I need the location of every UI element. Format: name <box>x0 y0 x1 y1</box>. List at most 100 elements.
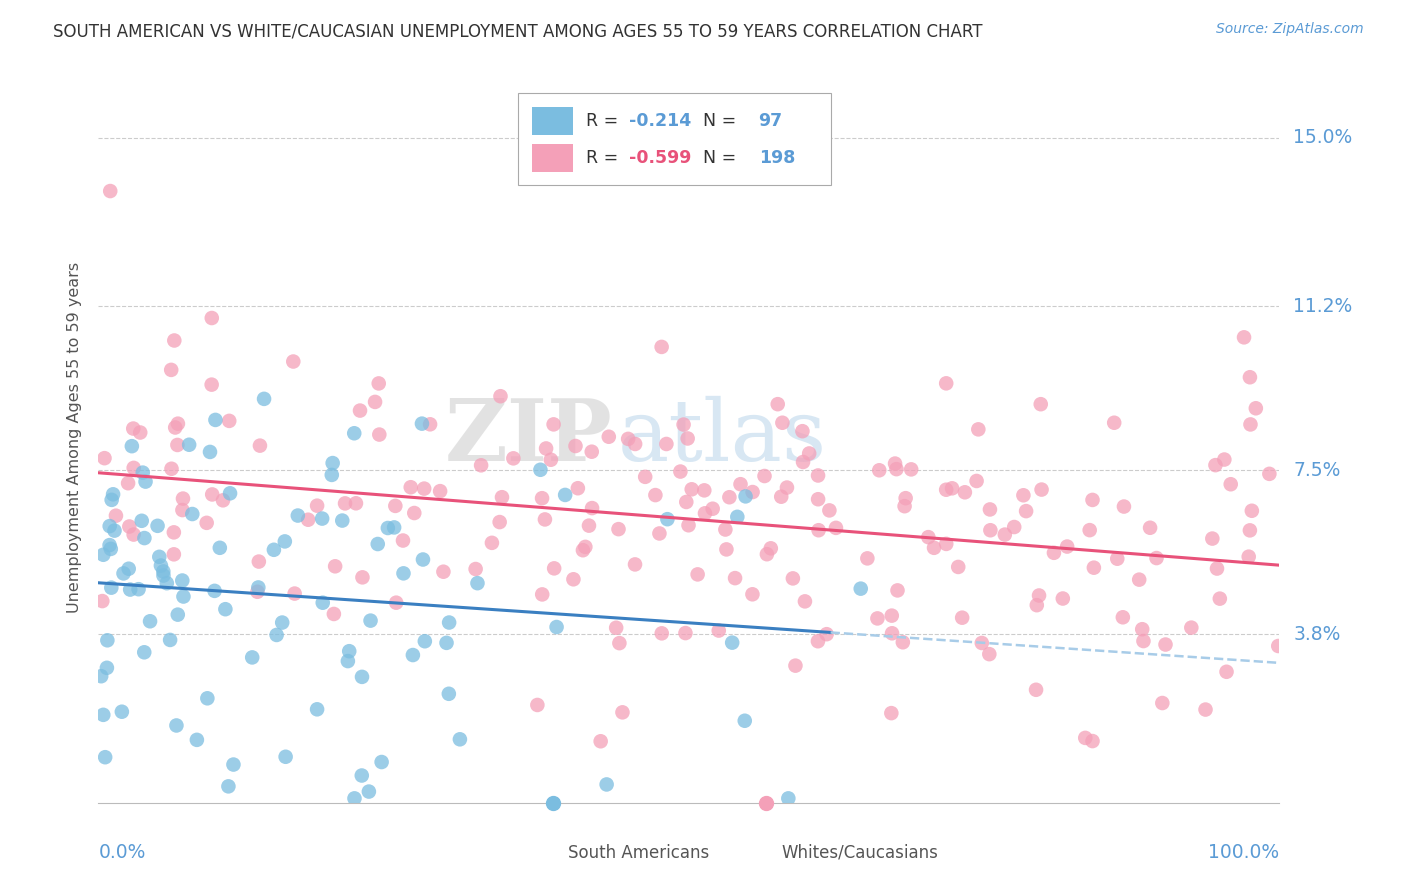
Point <box>1240 504 1263 518</box>
Point <box>734 714 756 728</box>
Point <box>1233 330 1256 344</box>
Point <box>93 451 115 466</box>
Point <box>98 538 121 552</box>
Point <box>364 395 387 409</box>
Point <box>675 495 697 509</box>
Text: ZIP: ZIP <box>444 395 612 479</box>
Point <box>1025 598 1047 612</box>
Point <box>741 485 763 500</box>
Point <box>941 481 963 495</box>
Point <box>979 647 1001 661</box>
Point <box>166 438 188 452</box>
Point <box>149 558 172 573</box>
Point <box>1056 540 1078 554</box>
Point <box>1206 561 1229 575</box>
Point <box>350 670 373 684</box>
Point <box>502 451 524 466</box>
Point <box>648 526 671 541</box>
Point <box>1201 532 1223 546</box>
Point <box>1107 551 1129 566</box>
Point <box>693 483 716 498</box>
Point <box>994 527 1017 541</box>
Point <box>402 648 425 662</box>
Point <box>212 493 235 508</box>
Point <box>343 791 366 805</box>
Point <box>121 439 143 453</box>
Point <box>352 570 374 584</box>
Point <box>253 392 276 406</box>
Point <box>718 490 741 504</box>
Point <box>609 636 631 650</box>
Point <box>526 698 548 712</box>
Point <box>825 521 848 535</box>
Point <box>935 537 957 551</box>
Point <box>166 607 188 622</box>
Point <box>481 536 503 550</box>
Point <box>307 702 329 716</box>
FancyBboxPatch shape <box>531 107 574 135</box>
Point <box>357 784 380 798</box>
Point <box>1239 524 1261 538</box>
Point <box>935 483 957 497</box>
Point <box>464 562 486 576</box>
FancyBboxPatch shape <box>531 144 574 171</box>
Point <box>880 608 903 623</box>
Point <box>799 446 821 460</box>
Point <box>792 455 814 469</box>
Point <box>724 571 747 585</box>
Point <box>122 461 145 475</box>
Point <box>900 462 922 476</box>
Point <box>159 632 181 647</box>
Text: South Americans: South Americans <box>568 844 710 862</box>
Point <box>134 531 156 545</box>
Point <box>100 581 122 595</box>
Point <box>160 363 183 377</box>
Point <box>572 543 595 558</box>
Point <box>172 491 194 506</box>
Point <box>336 654 359 668</box>
Point <box>134 645 156 659</box>
Point <box>337 644 360 658</box>
Point <box>605 621 627 635</box>
Point <box>644 488 666 502</box>
Point <box>201 377 224 392</box>
Point <box>312 596 335 610</box>
Point <box>94 750 117 764</box>
Point <box>198 445 221 459</box>
Point <box>111 705 134 719</box>
FancyBboxPatch shape <box>517 94 831 185</box>
Point <box>1081 492 1104 507</box>
Point <box>607 522 630 536</box>
Point <box>950 610 973 624</box>
Point <box>534 442 557 456</box>
Point <box>323 559 346 574</box>
Point <box>488 515 510 529</box>
Point <box>818 503 841 517</box>
Point <box>725 509 748 524</box>
Point <box>807 634 830 648</box>
Point <box>350 768 373 782</box>
Point <box>1002 520 1025 534</box>
Point <box>1102 416 1125 430</box>
Point <box>1154 638 1177 652</box>
Point <box>922 541 945 555</box>
Point <box>970 636 993 650</box>
Point <box>467 576 489 591</box>
Point <box>935 376 957 391</box>
Point <box>1015 504 1038 518</box>
Point <box>634 470 657 484</box>
Text: 3.8%: 3.8% <box>1294 625 1341 644</box>
Point <box>217 780 239 794</box>
Text: 97: 97 <box>759 112 783 130</box>
Point <box>721 635 744 649</box>
Point <box>284 586 307 600</box>
Point <box>672 417 695 432</box>
Point <box>617 432 640 446</box>
Point <box>807 468 830 483</box>
Point <box>967 422 990 436</box>
Point <box>554 488 576 502</box>
Point <box>129 425 152 440</box>
Point <box>90 669 112 683</box>
Point <box>91 548 114 562</box>
Point <box>893 499 915 513</box>
